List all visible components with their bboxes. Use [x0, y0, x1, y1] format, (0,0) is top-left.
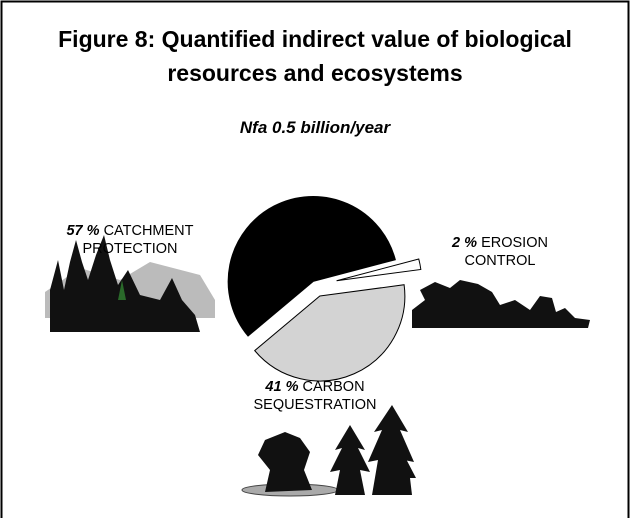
chart-title: Figure 8: Quantified indirect value of b…: [40, 22, 590, 90]
figure: Figure 8: Quantified indirect value of b…: [0, 0, 630, 518]
category-label: EROSION CONTROL: [465, 235, 548, 269]
slice-label: 41 % CARBON SEQUESTRATION: [235, 378, 395, 414]
slice-label: 2 % EROSION CONTROL: [420, 234, 580, 270]
value-label: 41 %: [265, 379, 298, 395]
carbon-silhouette: [242, 405, 416, 496]
erosion-silhouette: [412, 280, 590, 328]
slice-label: 57 % CATCHMENT PROTECTION: [45, 222, 215, 258]
category-label: CATCHMENT PROTECTION: [82, 223, 193, 257]
value-label: 57 %: [66, 223, 99, 239]
value-label: 2 %: [452, 235, 477, 251]
chart-subtitle: Nfa 0.5 billion/year: [0, 118, 630, 138]
